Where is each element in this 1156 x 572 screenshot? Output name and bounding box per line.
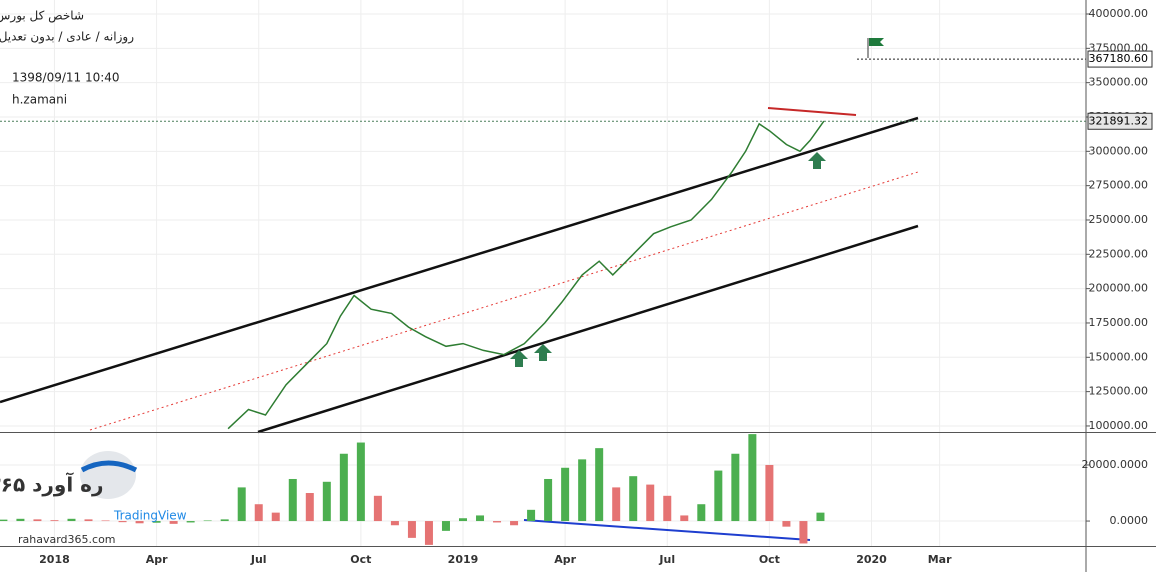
arrows — [510, 152, 826, 367]
price-label: 367180.60 — [1089, 52, 1149, 65]
histogram-bar — [254, 504, 263, 522]
histogram-bar — [305, 493, 314, 522]
histogram-bar — [373, 495, 382, 522]
x-tick-label: 2018 — [39, 553, 70, 566]
histogram-bar — [799, 521, 808, 544]
x-tick-label: 2019 — [448, 553, 479, 566]
histogram-bar — [237, 487, 246, 522]
histogram-bar — [458, 518, 467, 522]
y-tick-label: 350000.00 — [1089, 76, 1149, 89]
histogram-bar — [612, 487, 621, 522]
x-tick-label: Jul — [658, 553, 675, 566]
histogram-bar — [203, 520, 212, 522]
y-tick-label: 225000.00 — [1089, 247, 1149, 260]
histogram-bar — [339, 453, 348, 522]
y-tick-label: 20000.0000 — [1082, 458, 1148, 471]
y-tick-label: 275000.00 — [1089, 179, 1149, 192]
price-line — [227, 120, 825, 430]
logo-text: ره آورد ۳۶۵ — [0, 472, 103, 497]
y-tick-label: 0.0000 — [1110, 514, 1149, 527]
arrow-up — [534, 344, 552, 361]
x-tick-label: Apr — [554, 553, 576, 566]
arrow-up — [510, 350, 528, 367]
price-label-box — [1087, 50, 1153, 68]
histogram-bar — [356, 442, 365, 522]
histogram-bar — [714, 470, 723, 522]
histogram-bar — [390, 521, 399, 526]
histogram-bar — [186, 521, 195, 523]
plot-layer — [0, 58, 1086, 545]
histogram-bar — [663, 495, 672, 522]
histogram-bar — [322, 481, 331, 522]
histogram-bar — [50, 520, 59, 522]
histogram-bar — [697, 504, 706, 522]
y-tick-label: 300000.00 — [1089, 144, 1149, 157]
histogram-bar — [101, 520, 110, 522]
y-tick-label: 200000.00 — [1089, 282, 1149, 295]
histogram-bar — [595, 448, 604, 522]
histogram-bar — [782, 521, 791, 527]
histogram-bar — [220, 519, 229, 522]
histogram-bar — [118, 521, 127, 523]
author: h.zamani — [12, 93, 67, 107]
x-tick-label: Oct — [350, 553, 371, 566]
histogram-bar — [271, 512, 280, 522]
histogram-bar — [748, 434, 757, 522]
x-tick-label: Mar — [928, 553, 952, 566]
histogram-bar — [527, 509, 536, 522]
subtitle: روزانه / عادی / بدون تعدیل — [0, 30, 134, 45]
histogram-bar — [493, 521, 502, 523]
x-tick-label: Oct — [759, 553, 780, 566]
price-label: 321891.32 — [1089, 114, 1149, 127]
y-tick-label: 400000.00 — [1089, 7, 1149, 20]
histogram-bar — [510, 521, 519, 526]
title: شاخص کل بورس — [0, 9, 84, 24]
y-tick-label: 175000.00 — [1089, 316, 1149, 329]
divergence-line — [767, 107, 857, 116]
histogram-bar — [561, 467, 570, 522]
histogram-bar — [816, 512, 825, 522]
histogram-bar — [578, 459, 587, 522]
histogram-bar — [646, 484, 655, 522]
date: 1398/09/11 10:40 — [12, 71, 120, 85]
logo: ره آورد ۳۶۵ TradingView rahavard365.com — [0, 451, 187, 546]
histogram-bar — [288, 478, 297, 522]
histogram-bar — [731, 453, 740, 522]
histogram-bar — [424, 521, 433, 545]
x-tick-label: Jul — [250, 553, 267, 566]
logo-band — [80, 460, 138, 473]
histogram-bar — [765, 464, 774, 522]
histogram-bar — [67, 518, 76, 522]
y-tick-label: 125000.00 — [1089, 385, 1149, 398]
arrow-up — [808, 152, 826, 169]
channel-upper — [0, 116, 919, 404]
histogram-bar — [33, 519, 42, 522]
brand: TradingView — [113, 509, 187, 523]
histogram-bar — [680, 515, 689, 522]
histogram-bar — [152, 521, 161, 523]
y-tick-label: 250000.00 — [1089, 213, 1149, 226]
histogram-bar — [84, 519, 93, 522]
channel-lower — [257, 224, 919, 434]
y-tick-label: 100000.00 — [1089, 419, 1149, 432]
histogram-bar — [16, 518, 25, 522]
histogram-bar — [169, 521, 178, 524]
histogram-bar — [0, 519, 8, 522]
histogram-bar — [135, 521, 144, 524]
histogram-bar — [407, 521, 416, 538]
flag — [869, 38, 884, 46]
site: rahavard365.com — [18, 533, 116, 546]
histogram-bar — [441, 521, 450, 531]
divergence-line — [523, 519, 811, 541]
x-tick-label: Apr — [146, 553, 168, 566]
histogram-bar — [629, 476, 638, 522]
x-tick-label: 2020 — [856, 553, 887, 566]
histogram-bar — [544, 478, 553, 522]
price-label-box — [1087, 112, 1153, 130]
y-tick-label: 150000.00 — [1089, 350, 1149, 363]
histogram-bar — [476, 515, 485, 522]
